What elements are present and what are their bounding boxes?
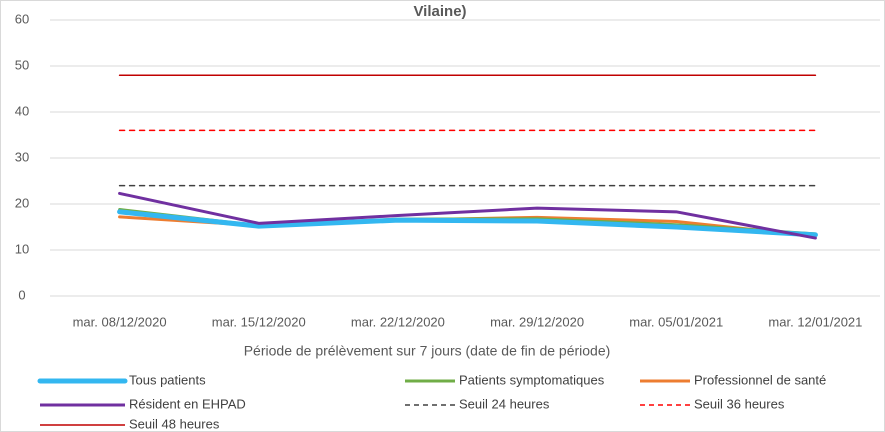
x-axis-label: Période de prélèvement sur 7 jours (date…	[244, 343, 611, 359]
legend-label: Seuil 36 heures	[694, 396, 785, 411]
y-tick-label: 40	[15, 103, 29, 118]
y-tick-label: 60	[15, 11, 29, 26]
x-tick-label: mar. 12/01/2021	[768, 314, 862, 329]
x-tick-label: mar. 05/01/2021	[629, 314, 723, 329]
series-line	[118, 191, 817, 240]
legend-label: Professionnel de santé	[694, 372, 826, 387]
x-tick-label: mar. 15/12/2020	[212, 314, 306, 329]
y-tick-label: 10	[15, 241, 29, 256]
x-tick-label: mar. 29/12/2020	[490, 314, 584, 329]
chart-title: Vilaine)	[413, 3, 466, 20]
legend-label: Patients symptomatiques	[459, 372, 605, 387]
y-tick-label: 30	[15, 149, 29, 164]
y-tick-label: 20	[15, 195, 29, 210]
legend-label: Seuil 48 heures	[129, 416, 220, 431]
y-tick-label: 0	[18, 287, 25, 302]
series-line	[117, 209, 818, 238]
x-tick-label: mar. 08/12/2020	[73, 314, 167, 329]
x-tick-label: mar. 22/12/2020	[351, 314, 445, 329]
legend-label: Tous patients	[129, 372, 206, 387]
y-tick-label: 50	[15, 57, 29, 72]
legend-label: Résident en EHPAD	[129, 396, 246, 411]
legend-label: Seuil 24 heures	[459, 396, 550, 411]
